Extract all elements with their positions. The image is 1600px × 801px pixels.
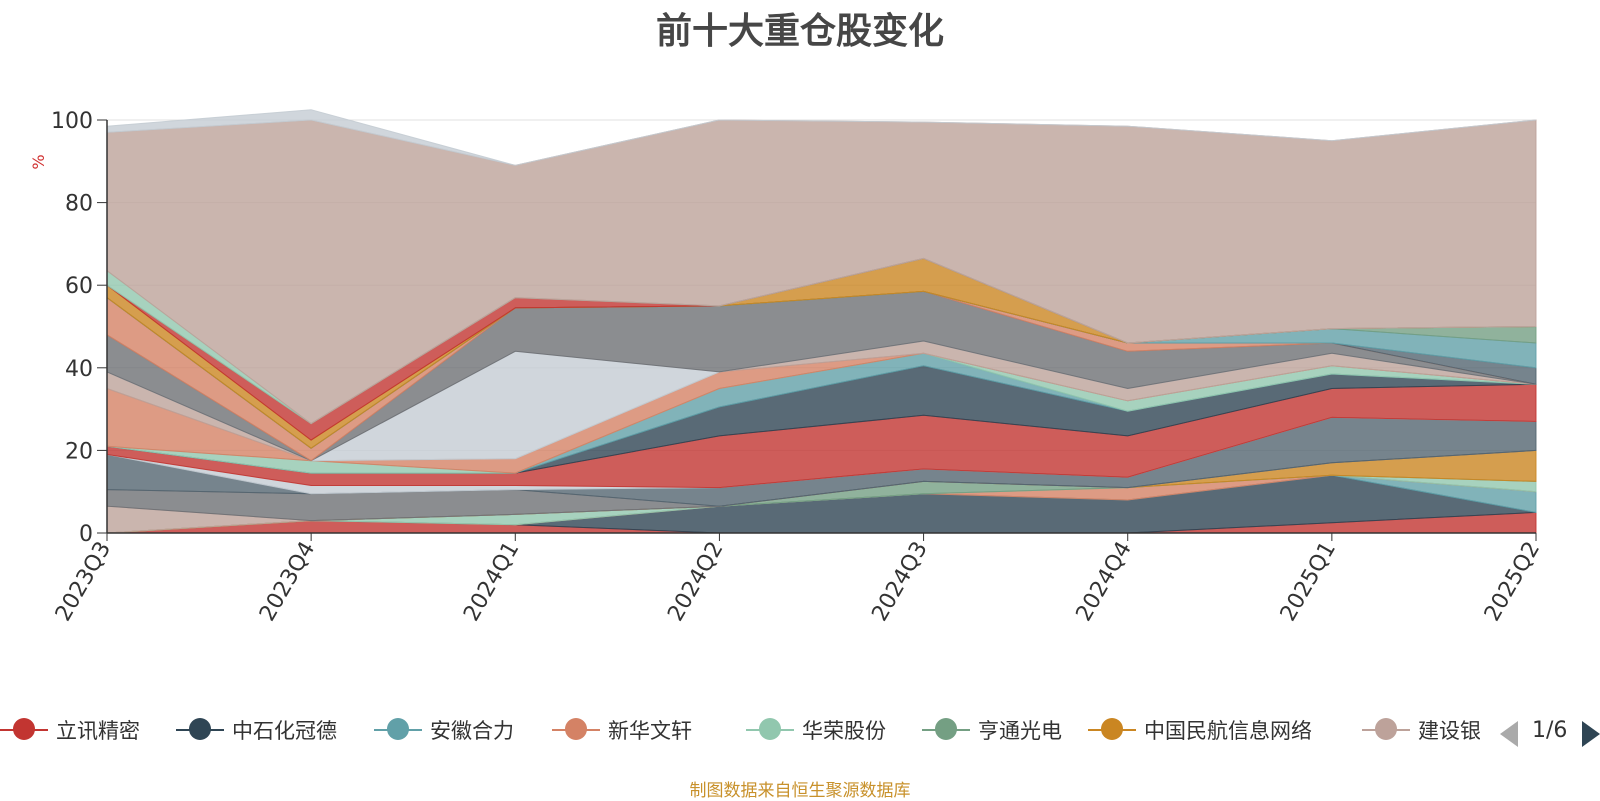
x-tick-label: 2024Q1 [459,538,524,626]
x-tick-label: 2024Q3 [867,538,932,626]
legend-item[interactable]: 建设银行 [1362,712,1480,748]
area-series-27 [106,109,1537,166]
legend-swatch [1362,718,1410,740]
legend-dot-icon [387,718,409,740]
y-tick-label: 60 [65,274,93,299]
legend-dot-icon [13,718,35,740]
legend-label: 中国民航信息网络 [1144,719,1312,743]
y-tick-label: 20 [65,439,93,464]
legend-dot-icon [1101,718,1123,740]
legend-label: 立讯精密 [56,719,140,743]
pager-prev-icon[interactable] [1500,721,1518,747]
x-tick-label: 2024Q2 [663,538,728,626]
y-axis-label: % [29,154,48,169]
legend-item[interactable]: 华荣股份 [746,712,886,748]
x-tick-label: 2025Q1 [1276,538,1341,626]
source-note: 制图数据来自恒生聚源数据库 [689,781,911,801]
legend-item[interactable]: 安徽合力 [374,712,514,748]
area-series [106,109,1537,534]
legend-swatch [1088,718,1136,740]
x-tick-label: 2025Q2 [1480,538,1545,626]
legend-swatch [0,718,48,740]
legend-dot-icon [935,718,957,740]
x-tick-label: 2023Q3 [51,538,116,626]
legend-swatch [922,718,970,740]
legend-swatch [176,718,224,740]
y-tick-label: 100 [51,109,93,134]
legend-items: 立讯精密 中石化冠德 安徽合力 新华文轩 华荣股份 亨通光电 中国民航信息网络 建设银行 [0,712,1480,748]
y-tick-label: 80 [65,192,93,217]
area-chart: 0 20 40 60 80 100 2023Q3 2023Q4 2024Q1 2024Q2 2024… [29,109,1545,626]
legend-dot-icon [565,718,587,740]
legend-label: 新华文轩 [608,719,692,743]
legend-label: 建设银行 [1418,719,1480,743]
pager-next-icon[interactable] [1582,721,1600,747]
legend-item[interactable]: 立讯精密 [0,712,140,748]
legend-item[interactable]: 新华文轩 [552,712,692,748]
x-tick-label: 2024Q4 [1072,538,1137,626]
legend-item[interactable]: 中国民航信息网络 [1088,712,1312,748]
legend-label: 中石化冠德 [232,719,337,743]
legend-dot-icon [1375,718,1397,740]
y-tick-label: 0 [79,522,93,547]
legend-dot-icon [189,718,211,740]
legend-label: 华荣股份 [802,719,886,743]
chart-title: 前十大重仓股变化 [655,11,944,52]
x-tick-label: 2023Q4 [255,538,320,626]
legend-dot-icon [759,718,781,740]
legend: 立讯精密 中石化冠德 安徽合力 新华文轩 华荣股份 亨通光电 中国民航信息网络 建设银行 1/… [0,712,1600,748]
legend-swatch [374,718,422,740]
legend-item[interactable]: 亨通光电 [922,712,1062,748]
legend-pager: 1/6 [1500,718,1600,748]
legend-label: 安徽合力 [430,719,514,743]
y-tick-label: 40 [65,357,93,382]
legend-swatch [552,718,600,740]
legend-swatch [746,718,794,740]
legend-item[interactable]: 中石化冠德 [176,712,337,748]
pager-text: 1/6 [1532,718,1568,743]
legend-label: 亨通光电 [978,719,1062,743]
